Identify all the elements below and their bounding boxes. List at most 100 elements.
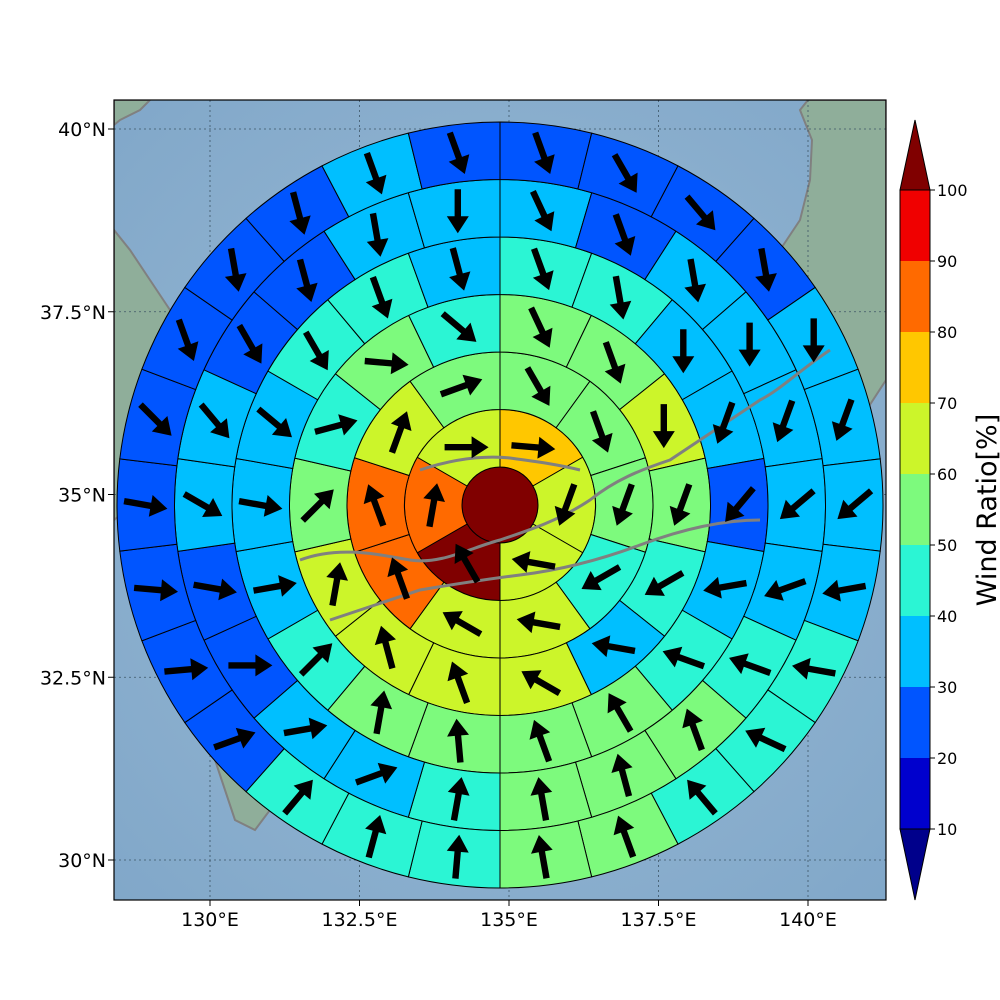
wind-arrow <box>738 322 761 367</box>
wind-arrow <box>314 414 358 436</box>
wind-arrow <box>682 708 705 751</box>
wind-arrow <box>524 366 551 406</box>
colorbar-bin <box>900 332 930 403</box>
ring-sector <box>407 178 501 249</box>
wind-arrow <box>531 835 553 879</box>
wind-arrow <box>612 213 636 256</box>
wind-arrow <box>764 578 807 601</box>
coastline-path <box>299 348 831 563</box>
y-tick-label: 32.5°N <box>40 667 106 689</box>
wind-arrow <box>228 654 273 677</box>
wind-arrow <box>446 834 469 879</box>
wind-arrow <box>516 611 561 634</box>
wind-arrow <box>703 576 747 599</box>
wind-arrow <box>672 329 695 374</box>
wind-arrows <box>123 131 874 879</box>
wind-arrow <box>123 495 168 517</box>
wind-arrow <box>669 483 693 526</box>
wind-arrow <box>802 318 825 363</box>
latitude-axis: 40°N 37.5°N 35°N 32.5°N 30°N <box>40 119 114 872</box>
wind-arrow <box>779 488 816 520</box>
wind-arrow <box>238 495 283 517</box>
y-tick-label: 30°N <box>58 850 106 872</box>
colorbar-tick-label: 20 <box>937 749 957 768</box>
x-tick-label: 132.5°E <box>322 909 398 931</box>
colorbar-over-triangle <box>899 119 931 191</box>
wind-arrow <box>387 557 410 600</box>
wind-arrow <box>423 483 445 528</box>
wind-arrow <box>442 611 483 637</box>
longitude-axis: 130°E 132.5°E 135°E 137.5°E 140°E <box>181 900 837 931</box>
wind-arrow <box>446 189 469 234</box>
colorbar: 10 20 30 40 50 60 70 80 90 100 Wind Ratio[%] <box>899 119 1000 901</box>
wind-arrow <box>725 486 756 522</box>
wind-arrow <box>300 489 334 523</box>
wind-arrow <box>613 815 637 858</box>
wind-arrow <box>303 330 329 371</box>
wind-arrow <box>531 247 554 291</box>
colorbar-label: Wind Ratio[%] <box>972 414 1000 606</box>
wind-arrow <box>602 341 626 384</box>
wind-arrow <box>175 318 199 361</box>
colorbar-bin <box>900 545 930 616</box>
colorbar-tick-label: 40 <box>937 607 957 626</box>
wind-arrow <box>729 653 772 676</box>
wind-arrow <box>532 131 555 174</box>
colorbar-bin <box>900 403 930 474</box>
colorbar-frame <box>899 189 931 830</box>
wind-arrow <box>138 402 172 436</box>
wind-arrow <box>447 718 469 763</box>
wind-arrow <box>662 646 705 670</box>
x-tick-label: 137.5°E <box>621 909 697 931</box>
wind-arrow <box>369 276 393 319</box>
wind-arrow <box>792 657 836 680</box>
colorbar-tick-label: 10 <box>937 820 957 839</box>
wind-arrow <box>528 306 553 348</box>
wind-arrow <box>529 719 553 763</box>
colorbar-tick-label: 50 <box>937 536 957 555</box>
wind-arrow <box>363 152 387 195</box>
wind-arrow <box>644 570 685 596</box>
wind-arrow <box>745 727 787 753</box>
wind-arrow <box>355 762 398 786</box>
wind-arrow <box>755 247 777 292</box>
wind-arrow <box>164 658 209 681</box>
wind-arrow <box>611 153 638 193</box>
wind-arrow <box>511 551 556 573</box>
wind-arrow <box>609 275 632 320</box>
wind-arrow <box>236 323 263 364</box>
wind-arrow <box>521 670 562 696</box>
island-landmass <box>114 100 152 127</box>
wind-arrow <box>213 727 256 751</box>
wind-arrow <box>388 411 412 454</box>
x-tick-label: 135°E <box>480 909 538 931</box>
wind-arrow <box>289 191 311 235</box>
map-frame <box>113 99 887 901</box>
x-tick-label: 130°E <box>181 909 239 931</box>
wind-arrow <box>282 779 313 816</box>
wind-arrow <box>366 212 389 257</box>
colorbar-tick-label: 90 <box>937 252 957 271</box>
colorbar-tick-label: 100 <box>937 181 968 200</box>
coastline-path-2 <box>329 518 761 622</box>
wind-arrow <box>447 777 470 821</box>
map-panel <box>114 100 886 900</box>
wind-arrow <box>511 436 556 459</box>
colorbar-under-triangle <box>899 828 931 901</box>
wind-arrow <box>296 258 318 302</box>
wind-arrow <box>444 436 489 459</box>
wind-arrow <box>454 543 481 584</box>
wind-arrow <box>837 488 874 520</box>
wind-arrow <box>363 484 387 527</box>
wind-arrow <box>591 635 636 658</box>
wind-arrow <box>182 491 223 517</box>
colorbar-bin <box>900 474 930 545</box>
y-tick-label: 40°N <box>58 119 106 141</box>
colorbar-tick-label: 70 <box>937 394 957 413</box>
wind-arrow <box>198 402 230 439</box>
wind-arrow <box>256 406 292 438</box>
wind-arrow <box>446 131 470 174</box>
wind-arrow <box>822 579 867 602</box>
wind-arrow <box>712 401 736 444</box>
